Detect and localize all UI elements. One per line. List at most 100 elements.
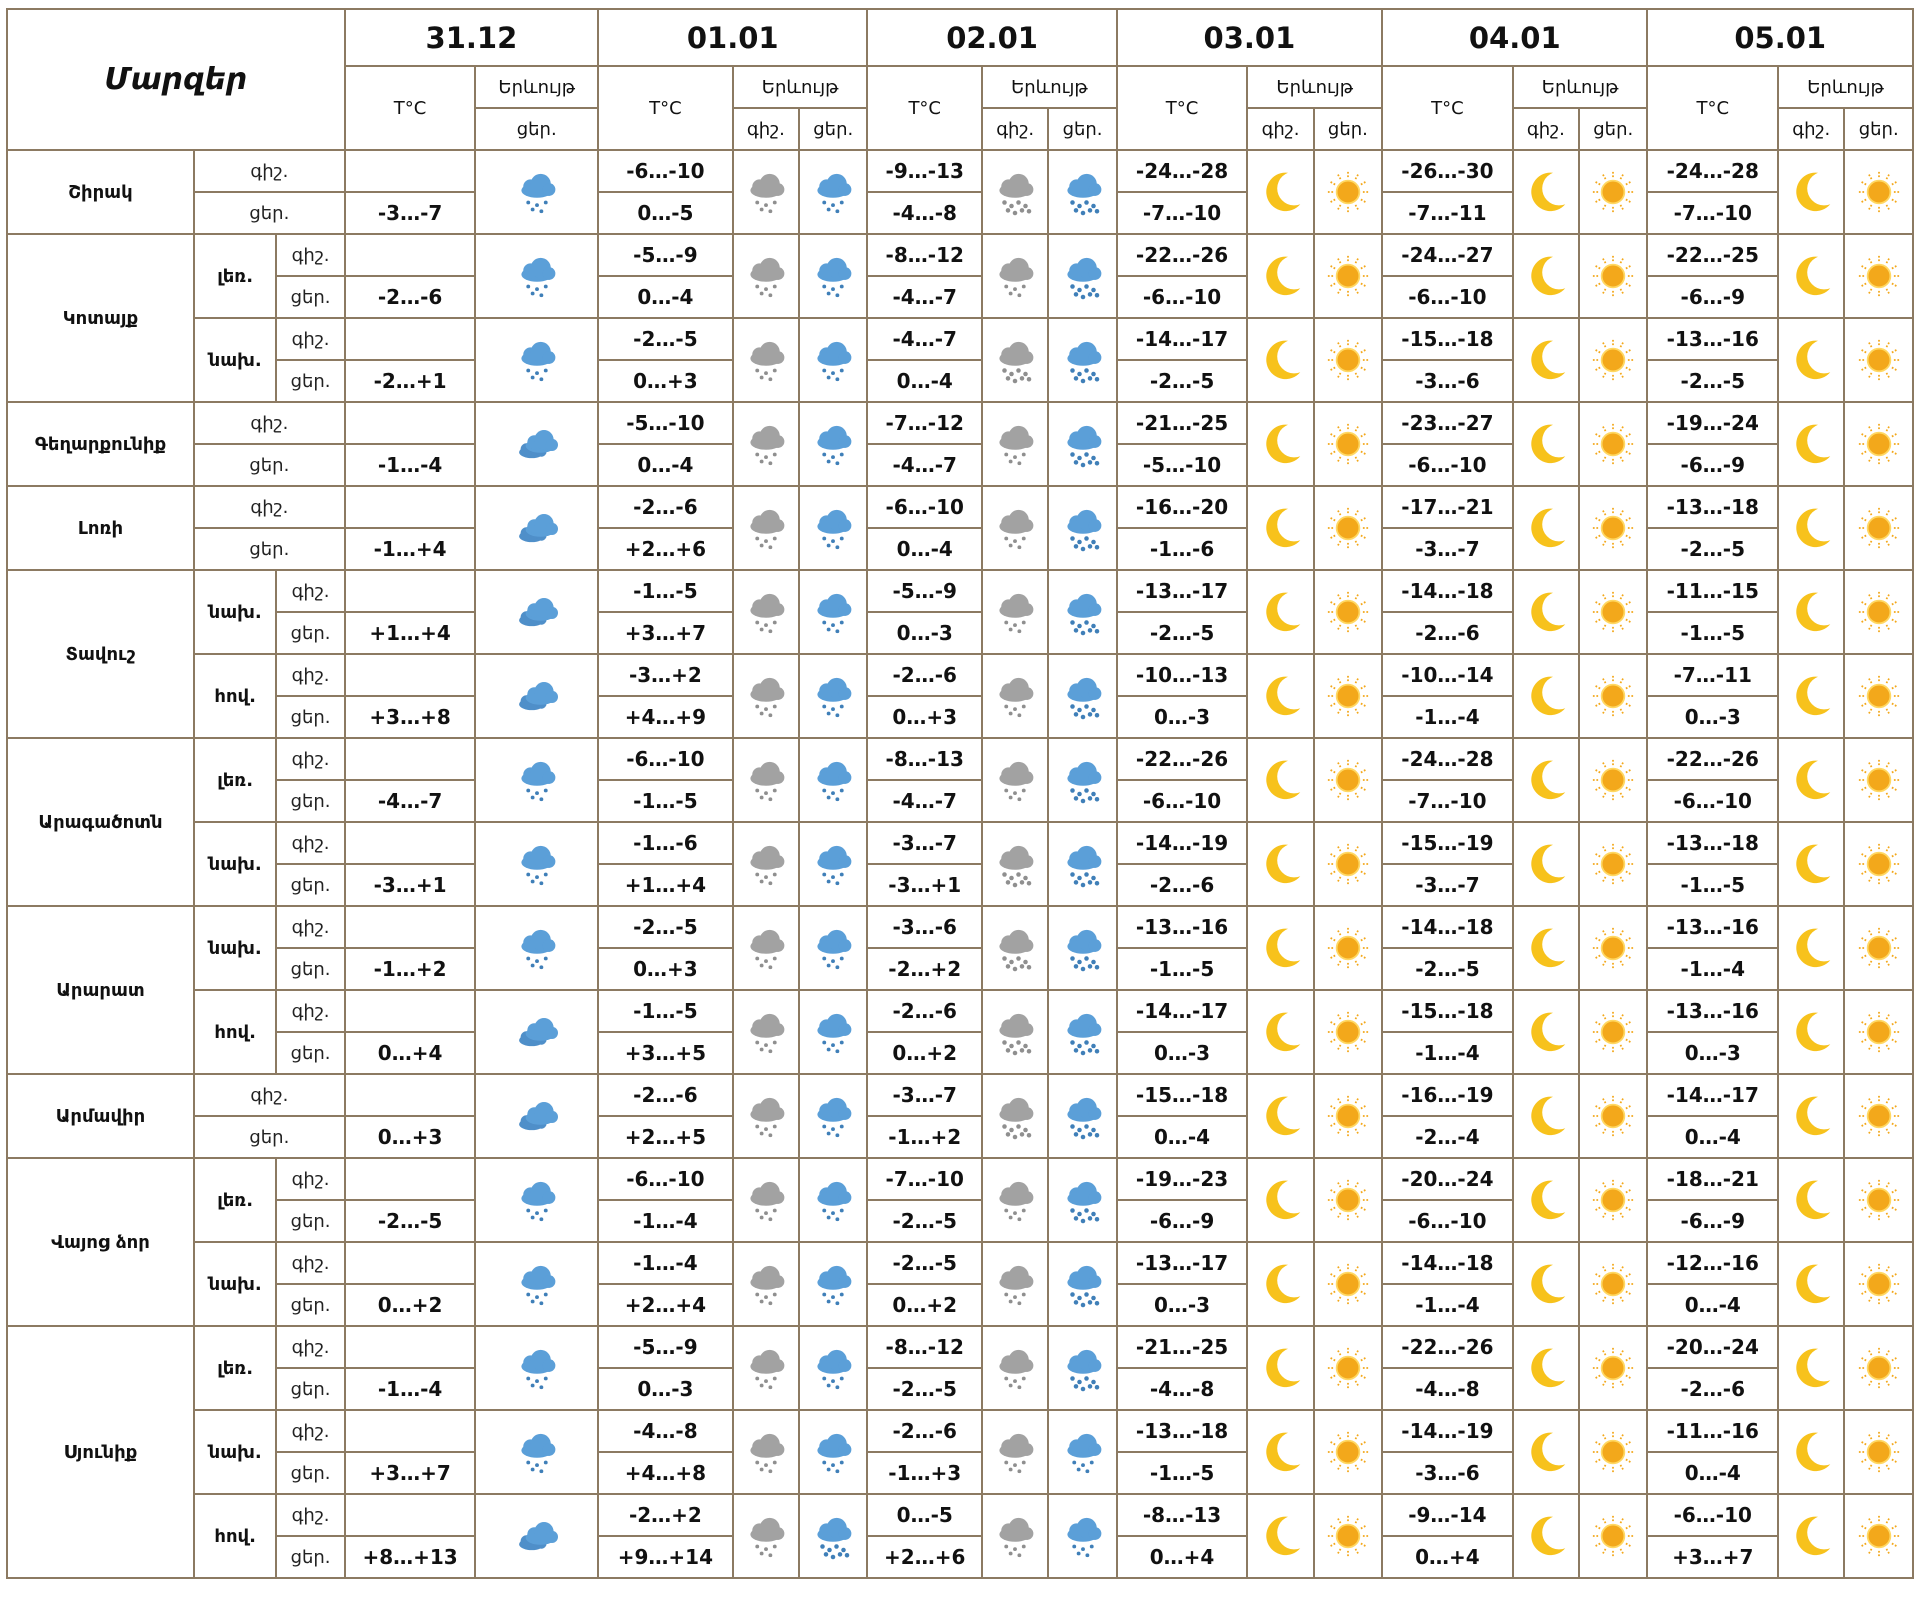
night-label: գիշ. <box>275 569 346 613</box>
day-label: ցեր. <box>275 779 346 823</box>
night-temperature: -11…-16 <box>1646 1409 1780 1453</box>
table-row: Լոռի գիշ. -2…-6 -6…-10 -16…-20 -17…-21 -13…-18 <box>6 485 1914 571</box>
subregion-name: նախ. <box>192 1241 278 1327</box>
subregion-name: լեռ. <box>192 1157 278 1243</box>
sun-icon <box>1312 821 1384 907</box>
moon-icon <box>1777 905 1846 991</box>
sun-icon <box>1578 485 1649 571</box>
moon-icon <box>1511 149 1581 235</box>
table-row: ցեր. -1…+4 +2…+6 0…-4 -1…-6 -3…-7 -2…-5 <box>7 527 1913 571</box>
day-temperature: -3…+1 <box>866 863 984 907</box>
cloudy-icon <box>474 485 600 571</box>
snow-cloud-icon <box>474 149 600 235</box>
day-temperature: +3…+7 <box>597 611 734 655</box>
region-name: Գեղարքունիք <box>6 401 195 487</box>
day-temperature: -1…-4 <box>343 443 477 487</box>
sun-icon <box>1843 989 1914 1075</box>
day-label: ցեր. <box>275 1199 346 1243</box>
sun-icon <box>1312 401 1384 487</box>
day-temperature: -1…-4 <box>1646 947 1780 991</box>
snow-cloud-icon <box>474 1241 600 1327</box>
night-temperature: -22…-25 <box>1646 233 1780 277</box>
blue-heavy-snow-cloud-icon <box>1047 653 1118 739</box>
day-temperature: 0…+4 <box>343 1031 477 1075</box>
subregion-name: նախ. <box>192 317 278 403</box>
night-temperature: -22…-26 <box>1381 1325 1514 1369</box>
sun-icon <box>1578 737 1649 823</box>
table-row: նախ. գիշ. -4…-8 -2…-6 -13…-18 -14…-19 -11…-16 <box>7 1409 1914 1495</box>
night-temperature: -14…-17 <box>1115 317 1249 361</box>
sun-icon <box>1843 485 1914 571</box>
blue-heavy-snow-cloud-icon <box>1047 1157 1118 1243</box>
moon-icon <box>1511 1241 1581 1327</box>
night-temperature: -14…-18 <box>1381 905 1514 949</box>
day-temperature: 0…-3 <box>1646 1031 1780 1075</box>
blue-snow-cloud-icon <box>798 905 869 991</box>
day-temperature: -2…-5 <box>1646 359 1780 403</box>
night-temperature: -1…-4 <box>597 1241 734 1285</box>
sun-icon <box>1312 569 1384 655</box>
temperature-column-label: T°C <box>1381 65 1514 151</box>
gray-snow-cloud-icon <box>981 1325 1050 1411</box>
date-header: 04.01 <box>1381 8 1649 67</box>
table-row: նախ. գիշ. -2…-5 -4…-7 -14…-17 -15…-18 -13…-16 <box>7 317 1914 403</box>
sun-icon <box>1312 1409 1384 1495</box>
night-temperature: -7…-11 <box>1646 653 1780 697</box>
night-temperature: -13…-18 <box>1646 485 1780 529</box>
day-temperature: 0…+4 <box>1381 1535 1514 1579</box>
day-temperature: -6…-9 <box>1646 1199 1780 1243</box>
region-name: Տավուշ <box>6 569 195 739</box>
night-temperature: -22…-26 <box>1115 737 1249 781</box>
moon-icon <box>1511 401 1581 487</box>
day-temperature: -1…-5 <box>1646 611 1780 655</box>
table-row: Գեղարքունիք գիշ. -5…-10 -7…-12 -21…-25 -23…-2… <box>6 401 1914 487</box>
night-temperature: -2…-5 <box>866 1241 984 1285</box>
moon-icon <box>1511 317 1581 403</box>
day-temperature: -2…-6 <box>1115 863 1249 907</box>
moon-icon <box>1511 821 1581 907</box>
table-row: ցեր. -3…+1 +1…+4 -3…+1 -2…-6 -3…-7 -1…-5 <box>7 863 1913 907</box>
day-temperature: -1…+2 <box>343 947 477 991</box>
night-temperature <box>343 653 477 697</box>
night-temperature: -13…-18 <box>1115 1409 1249 1453</box>
blue-heavy-snow-cloud-icon <box>1047 485 1118 571</box>
gray-snow-cloud-icon <box>731 1073 801 1159</box>
night-temperature: -2…-6 <box>597 1073 734 1117</box>
night-temperature: -8…-12 <box>866 1325 984 1369</box>
day-temperature: -1…-4 <box>1381 1283 1514 1327</box>
night-temperature: -8…-13 <box>866 737 984 781</box>
moon-icon <box>1246 1493 1315 1579</box>
night-temperature: -14…-18 <box>1381 569 1514 613</box>
blue-snow-cloud-icon <box>798 1241 869 1327</box>
blue-snow-cloud-icon <box>798 401 869 487</box>
cloudy-icon <box>474 401 600 487</box>
night-label: գիշ. <box>275 1409 346 1453</box>
moon-icon <box>1246 317 1315 403</box>
night-sublabel: գիշ. <box>1777 107 1846 151</box>
gray-snow-cloud-icon <box>981 1493 1050 1579</box>
gray-snow-cloud-icon <box>981 569 1050 655</box>
blue-snow-cloud-icon <box>798 317 869 403</box>
sun-icon <box>1578 1493 1649 1579</box>
moon-icon <box>1777 485 1846 571</box>
blue-snow-cloud-icon <box>798 821 869 907</box>
day-label: ցեր. <box>275 947 346 991</box>
gray-heavy-snow-cloud-icon <box>981 905 1050 991</box>
day-temperature: -2…-6 <box>1381 611 1514 655</box>
moon-icon <box>1511 737 1581 823</box>
day-temperature: 0…+3 <box>343 1115 477 1159</box>
gray-snow-cloud-icon <box>731 149 801 235</box>
day-temperature: -7…-11 <box>1381 191 1514 235</box>
night-temperature: -2…+2 <box>597 1493 734 1537</box>
night-temperature: -3…-7 <box>866 1073 984 1117</box>
night-temperature: -1…-5 <box>597 569 734 613</box>
day-temperature: -2…-5 <box>866 1367 984 1411</box>
sun-icon <box>1312 233 1384 319</box>
moon-icon <box>1246 1073 1315 1159</box>
table-row: նախ. գիշ. -1…-6 -3…-7 -14…-19 -15…-19 -13…-18 <box>7 821 1914 907</box>
night-temperature: -2…-6 <box>866 1409 984 1453</box>
day-label: ցեր. <box>192 191 346 235</box>
night-label: գիշ. <box>275 989 346 1033</box>
table-row: հով. գիշ. -1…-5 -2…-6 -14…-17 -15…-18 -13…-16 <box>7 989 1914 1075</box>
cloudy-icon <box>474 1073 600 1159</box>
